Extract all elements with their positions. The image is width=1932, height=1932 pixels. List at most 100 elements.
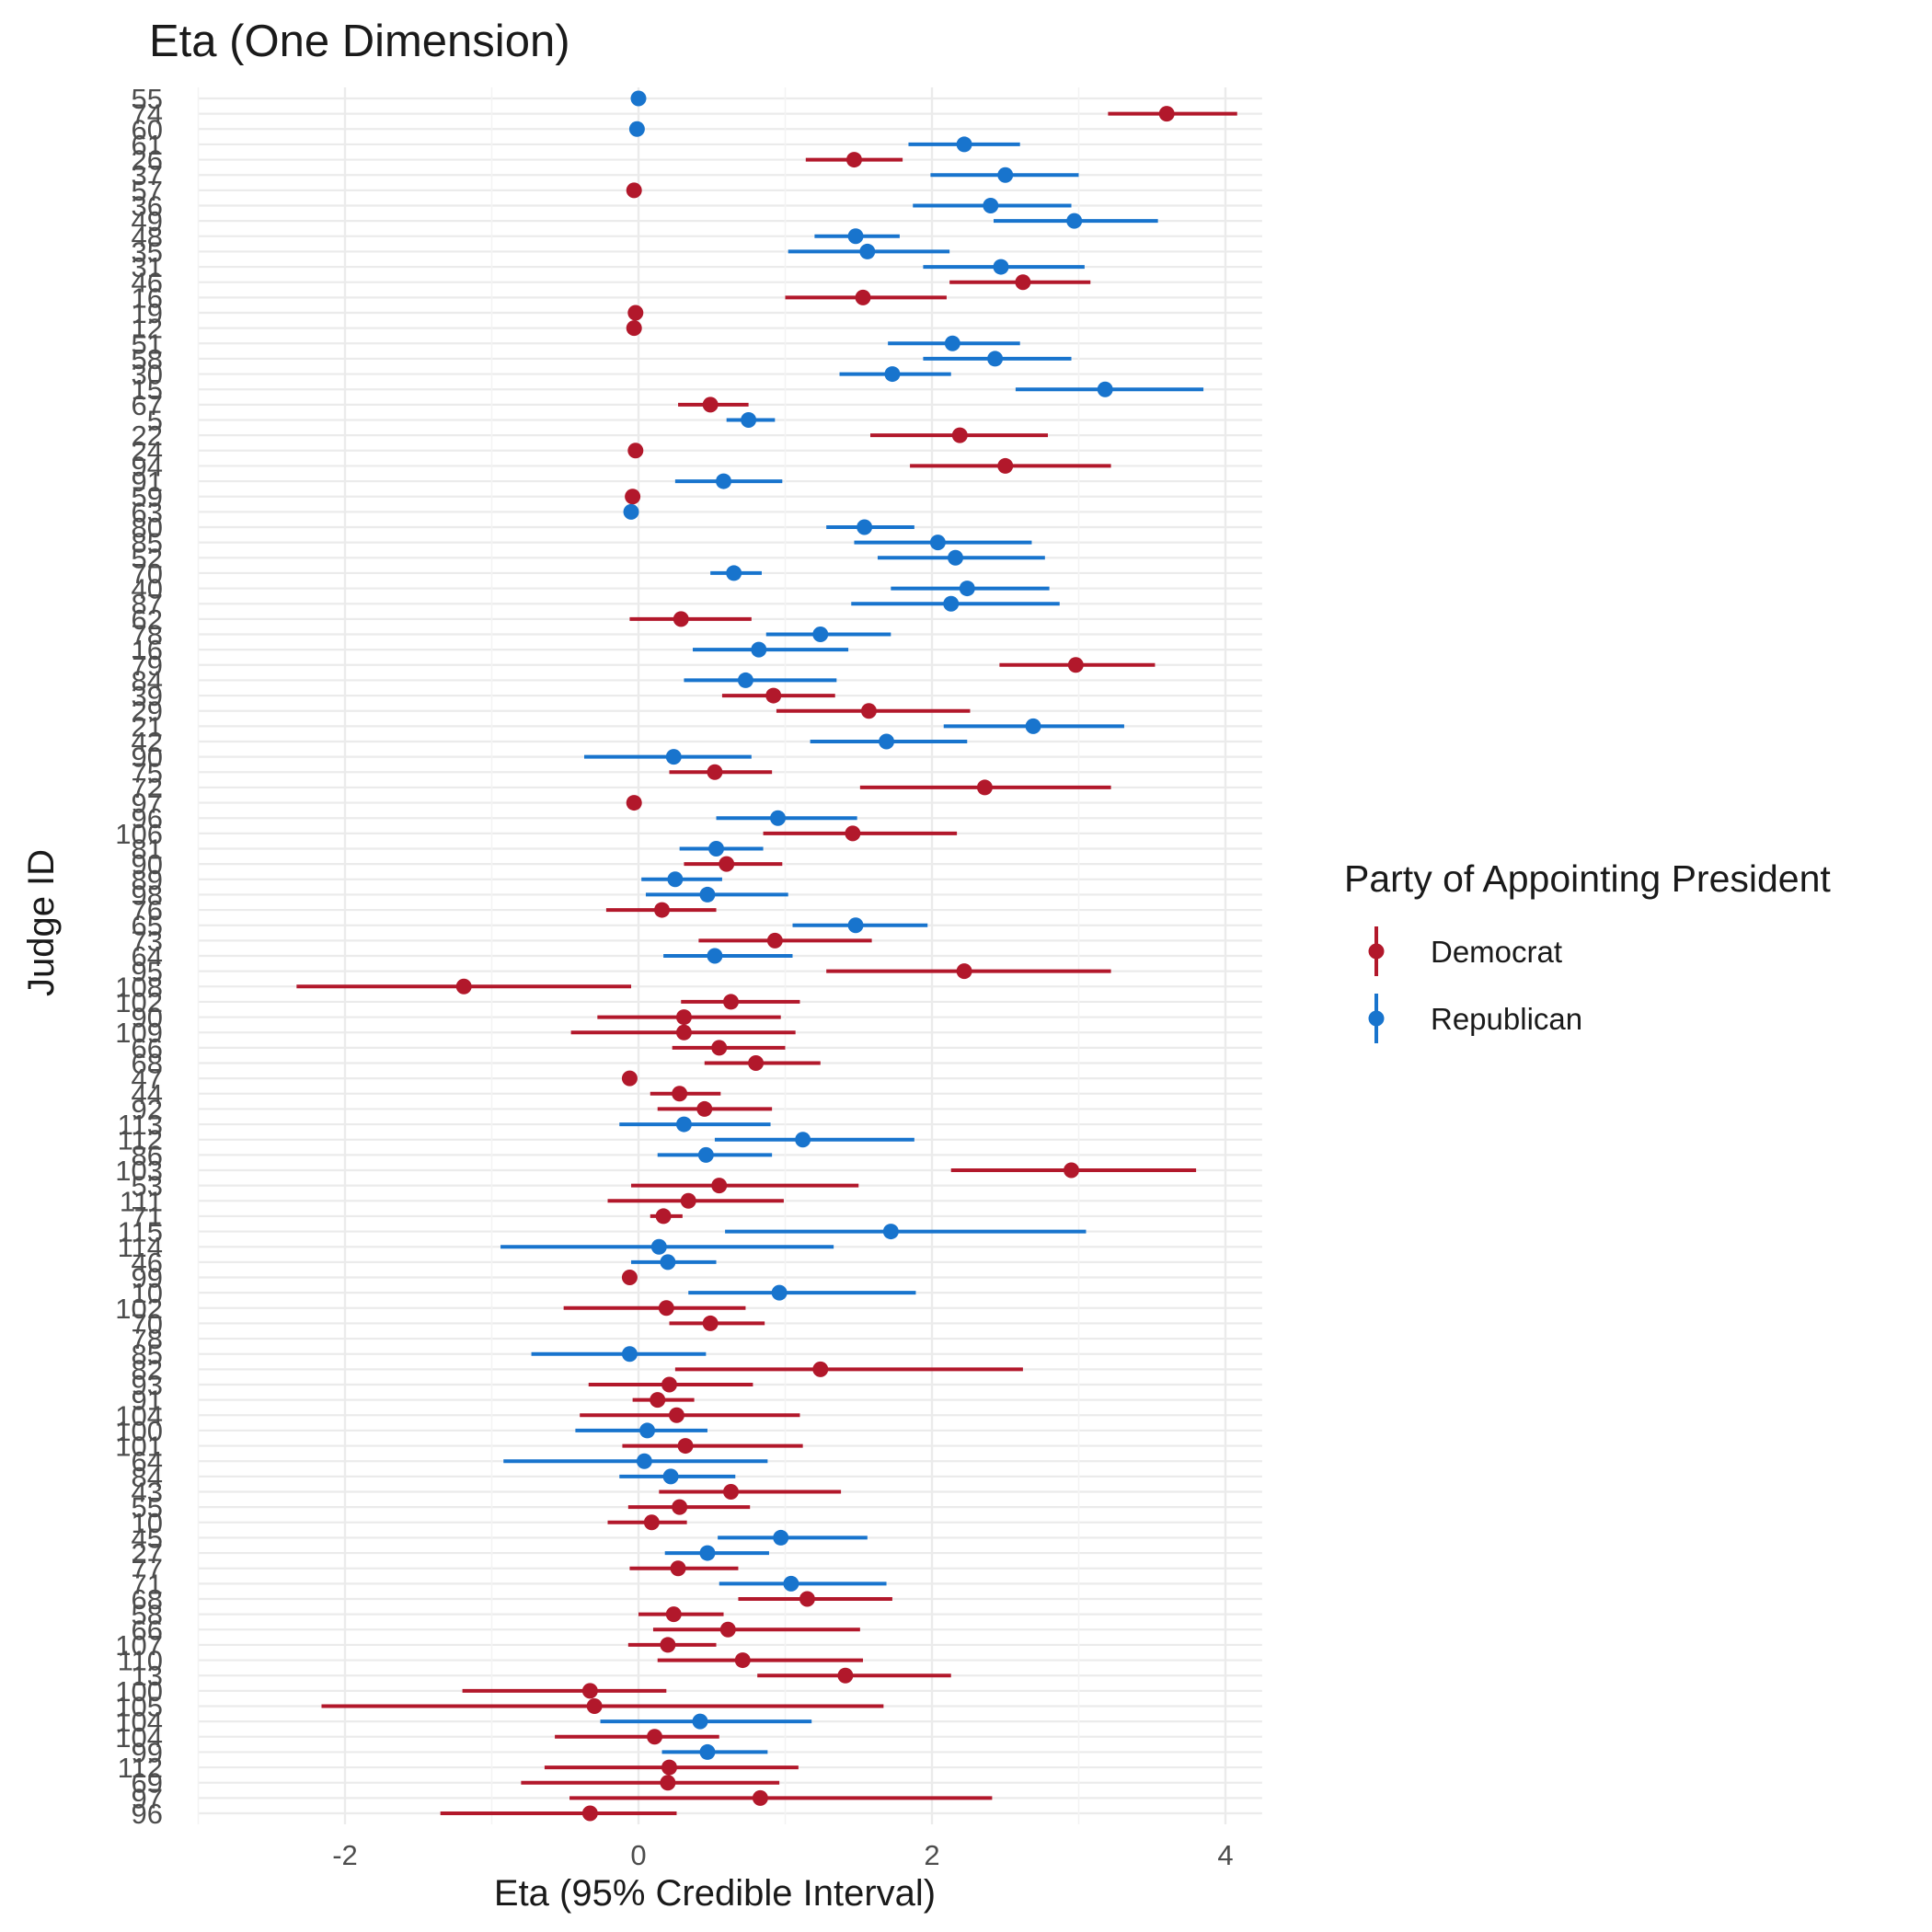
point-estimate [855,289,871,305]
point-estimate [670,1560,686,1577]
point-estimate [660,1775,676,1791]
point-estimate [621,1070,638,1087]
point-estimate [675,1116,692,1133]
point-estimate [699,1743,716,1760]
point-estimate [643,1514,660,1531]
y-tick-label: 79 [132,650,163,682]
y-tick-label: 82 [132,1353,163,1386]
point-estimate [773,1529,789,1546]
y-tick-label: 112 [118,1124,163,1156]
point-estimate [1015,274,1031,291]
y-tick-label: 21 [132,710,163,742]
y-tick-label: 114 [118,1231,163,1263]
y-tick-label: 78 [132,1323,163,1355]
point-estimate [621,1346,638,1363]
y-tick-label: 80 [132,512,163,544]
y-tick-label: 29 [132,696,163,728]
y-tick-label: 58 [132,1599,163,1631]
y-tick-label: 97 [132,1782,163,1814]
y-tick-label: 31 [132,251,163,283]
y-tick-label: 106 [115,818,163,850]
y-tick-label: 51 [132,328,163,360]
point-estimate [711,1178,728,1194]
point-estimate [845,152,862,168]
y-tick-label: 61 [132,129,163,161]
y-tick-label: 91 [132,466,163,498]
y-tick-label: 48 [132,221,163,253]
point-estimate [882,1224,899,1240]
y-tick-label: 100 [115,1415,163,1447]
point-estimate [884,366,901,383]
point-estimate [722,1484,739,1500]
point-estimate [847,228,864,245]
point-estimate [628,121,645,137]
point-estimate [1025,718,1041,734]
y-tick-label: 13 [132,1660,163,1692]
point-estimate [845,825,861,842]
point-estimate [959,581,975,597]
point-estimate [627,305,644,321]
point-estimate [857,519,873,535]
point-estimate [661,1376,677,1393]
point-estimate [879,733,895,750]
point-estimate [675,1009,692,1026]
y-tick-label: 90 [132,848,163,880]
legend-item-democrat: Democrat [1368,926,1562,976]
point-estimate [707,948,723,964]
y-tick-label: 84 [132,1461,163,1493]
point-estimate [795,1132,811,1148]
y-tick-label: 66 [132,1614,163,1646]
point-estimate [956,136,972,153]
point-estimate [655,1208,672,1225]
y-tick-label: 69 [132,1767,163,1800]
point-estimate [726,565,742,581]
x-tick-label: 2 [924,1839,939,1871]
y-tick-label: 27 [132,1537,163,1570]
y-tick-label: 84 [132,664,163,696]
y-tick-label: 26 [132,144,163,177]
point-estimate [741,412,757,428]
point-estimate [711,1040,728,1056]
y-tick-label: 30 [132,359,163,391]
point-estimate [702,1315,719,1331]
y-tick-label: 81 [132,834,163,866]
y-tick-label: 44 [132,1078,163,1110]
point-estimate [1064,1162,1080,1179]
y-tick-label: 71 [132,1201,163,1233]
point-estimate [675,1024,692,1041]
y-tick-label: 93 [132,1369,163,1401]
point-estimate [766,932,783,949]
x-tick-labels: -2 0 2 4 [332,1839,1233,1871]
y-tick-label: 64 [132,940,163,972]
y-tick-label: 107 [115,1629,163,1662]
y-tick-label: 77 [132,1553,163,1585]
point-estimate [699,1545,716,1561]
y-tick-label: 19 [132,297,163,329]
point-estimate [812,627,829,642]
y-tick-label: 52 [132,542,163,574]
point-estimate [997,167,1014,183]
point-estimate [944,335,960,351]
point-estimate [636,1453,652,1469]
y-tick-label: 42 [132,726,163,758]
y-tick-label: 108 [115,971,163,1003]
data-marks [296,90,1237,1822]
point-estimate [630,90,647,107]
y-tick-label: 65 [132,910,163,942]
point-estimate [860,703,877,719]
point-estimate [751,641,767,658]
y-tick-label: 95 [132,956,163,988]
point-estimate [621,1270,638,1285]
point-estimate [993,259,1009,275]
y-tick-label: 5 [147,405,163,437]
y-tick-label: 104 [115,1399,163,1432]
y-tick-labels: 5574606126375736494835314616191251583015… [115,83,163,1830]
point-estimate [625,489,641,505]
point-estimate [626,795,642,811]
point-estimate [734,1652,751,1669]
y-tick-label: 101 [115,1431,163,1463]
point-estimate [692,1713,708,1730]
y-tick-label: 86 [132,1139,163,1171]
y-tick-label: 59 [132,481,163,513]
point-estimate [581,1683,598,1699]
